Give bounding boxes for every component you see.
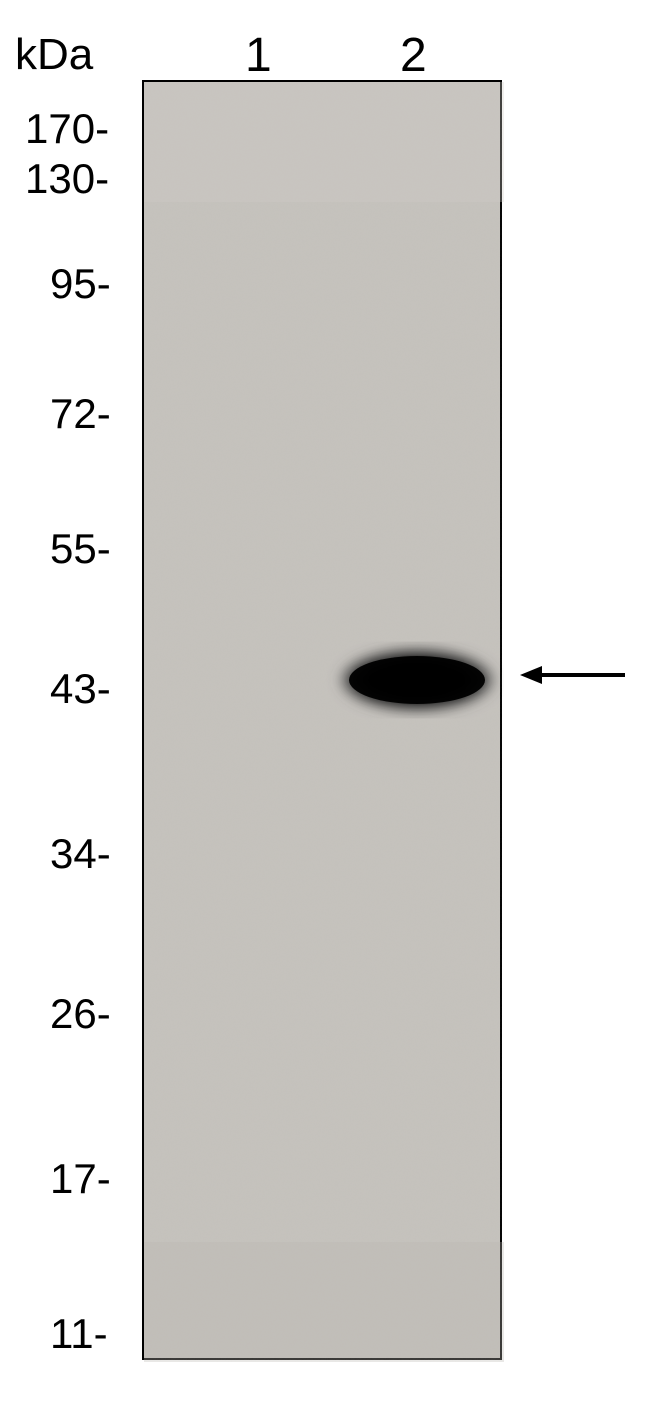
blot-texture xyxy=(144,82,504,1362)
marker-55: 55- xyxy=(50,525,111,573)
figure-container: kDa 1 2 170- 130- 95- 72- 55- 43- 34- 26… xyxy=(0,0,650,1401)
band-indicator-arrow xyxy=(520,660,630,690)
marker-72: 72- xyxy=(50,390,111,438)
marker-170: 170- xyxy=(25,105,109,153)
marker-95: 95- xyxy=(50,260,111,308)
protein-band-lane2 xyxy=(339,648,495,712)
marker-43: 43- xyxy=(50,665,111,713)
marker-26: 26- xyxy=(50,990,111,1038)
marker-11: 11- xyxy=(50,1310,108,1358)
marker-34: 34- xyxy=(50,830,111,878)
lane-2-label: 2 xyxy=(400,28,427,83)
blot-membrane xyxy=(142,80,502,1360)
kda-header-label: kDa xyxy=(15,30,93,80)
lane-1-label: 1 xyxy=(245,28,272,83)
marker-130: 130- xyxy=(25,155,109,203)
marker-17: 17- xyxy=(50,1155,111,1203)
